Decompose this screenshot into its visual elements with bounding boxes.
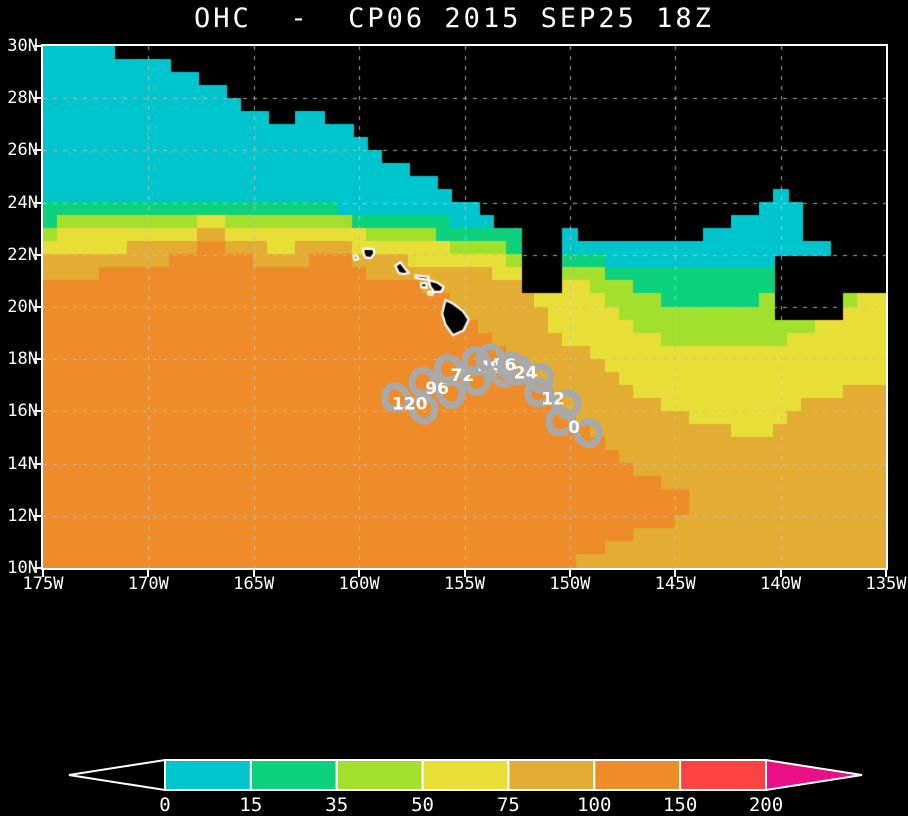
- colorbar-under-arrow: [68, 758, 166, 792]
- latitude-tick-label: 14N: [7, 453, 38, 474]
- longitude-tick-label: 160W: [338, 574, 380, 594]
- latitude-tick-mark: [34, 514, 41, 517]
- colorbar: 0 15 35 50 75 100 150 200: [0, 752, 908, 816]
- colorbar-tick-label: 100: [577, 794, 612, 816]
- longitude-tick-mark: [674, 570, 677, 577]
- latitude-tick-label: 16N: [7, 401, 38, 422]
- longitude-tick-label: 170W: [127, 574, 169, 594]
- latitude-tick-mark: [34, 567, 41, 569]
- colorbar-tick-label: 15: [239, 794, 263, 816]
- colorbar-tick-label: 35: [325, 794, 349, 816]
- longitude-tick-label: 155W: [444, 574, 485, 594]
- latitude-tick-label: 10N: [7, 558, 38, 578]
- longitude-tick-mark: [358, 570, 361, 577]
- longitude-tick-mark: [568, 570, 571, 577]
- latitude-tick-label: 24N: [7, 192, 38, 213]
- colorbar-band: [593, 759, 682, 791]
- colorbar-band: [249, 759, 338, 791]
- colorbar-tick-label: 50: [411, 794, 435, 816]
- map-plot-area: 120 96 72 48 36 24 12 0: [41, 44, 888, 570]
- latitude-tick-label: 20N: [7, 297, 38, 317]
- latitude-tick-mark: [34, 462, 41, 465]
- latitude-tick-mark: [34, 358, 41, 361]
- longitude-tick-label: 165W: [233, 574, 275, 594]
- latitude-tick-mark: [34, 306, 41, 308]
- page-title: OHC - CP06 2015 SEP25 18Z: [194, 2, 714, 34]
- colorbar-band: [164, 759, 252, 791]
- colorbar-tick-label: 75: [496, 794, 520, 816]
- longitude-tick-mark: [252, 570, 255, 577]
- latitude-tick-mark: [34, 149, 41, 152]
- latitude-tick-mark: [34, 201, 41, 204]
- colorbar-band: [507, 759, 596, 791]
- longitude-tick-mark: [779, 570, 782, 577]
- colorbar-swatches: [68, 758, 863, 792]
- colorbar-tick-label: 0: [159, 794, 171, 816]
- latitude-tick-mark: [34, 410, 41, 413]
- longitude-tick-label: 175W: [22, 574, 64, 594]
- latitude-tick-label: 12N: [7, 505, 38, 526]
- colorbar-band: [335, 759, 424, 791]
- latitude-tick-mark: [34, 97, 41, 100]
- longitude-tick-label: 145W: [654, 574, 696, 594]
- latitude-tick-label: 18N: [7, 349, 38, 370]
- ohc-field-canvas: [43, 46, 886, 568]
- longitude-tick-label: 135W: [865, 574, 907, 594]
- latitude-tick-label: 26N: [7, 140, 38, 161]
- latitude-tick-label: 30N: [7, 36, 38, 56]
- latitude-tick-label: 28N: [7, 88, 38, 109]
- colorbar-tick-label: 150: [662, 794, 698, 816]
- longitude-tick-mark: [147, 570, 150, 577]
- colorbar-over-arrow: [765, 758, 863, 792]
- longitude-tick-label: 140W: [760, 574, 802, 594]
- colorbar-band: [679, 759, 768, 791]
- longitude-tick-label: 150W: [549, 574, 591, 594]
- latitude-tick-mark: [34, 253, 41, 256]
- latitude-tick-mark: [34, 45, 41, 47]
- colorbar-band: [421, 759, 510, 791]
- longitude-tick-mark: [463, 570, 466, 577]
- longitude-tick-mark: [885, 570, 887, 577]
- colorbar-tick-label: 200: [748, 794, 784, 816]
- longitude-tick-mark: [42, 570, 44, 577]
- latitude-tick-label: 22N: [7, 244, 38, 265]
